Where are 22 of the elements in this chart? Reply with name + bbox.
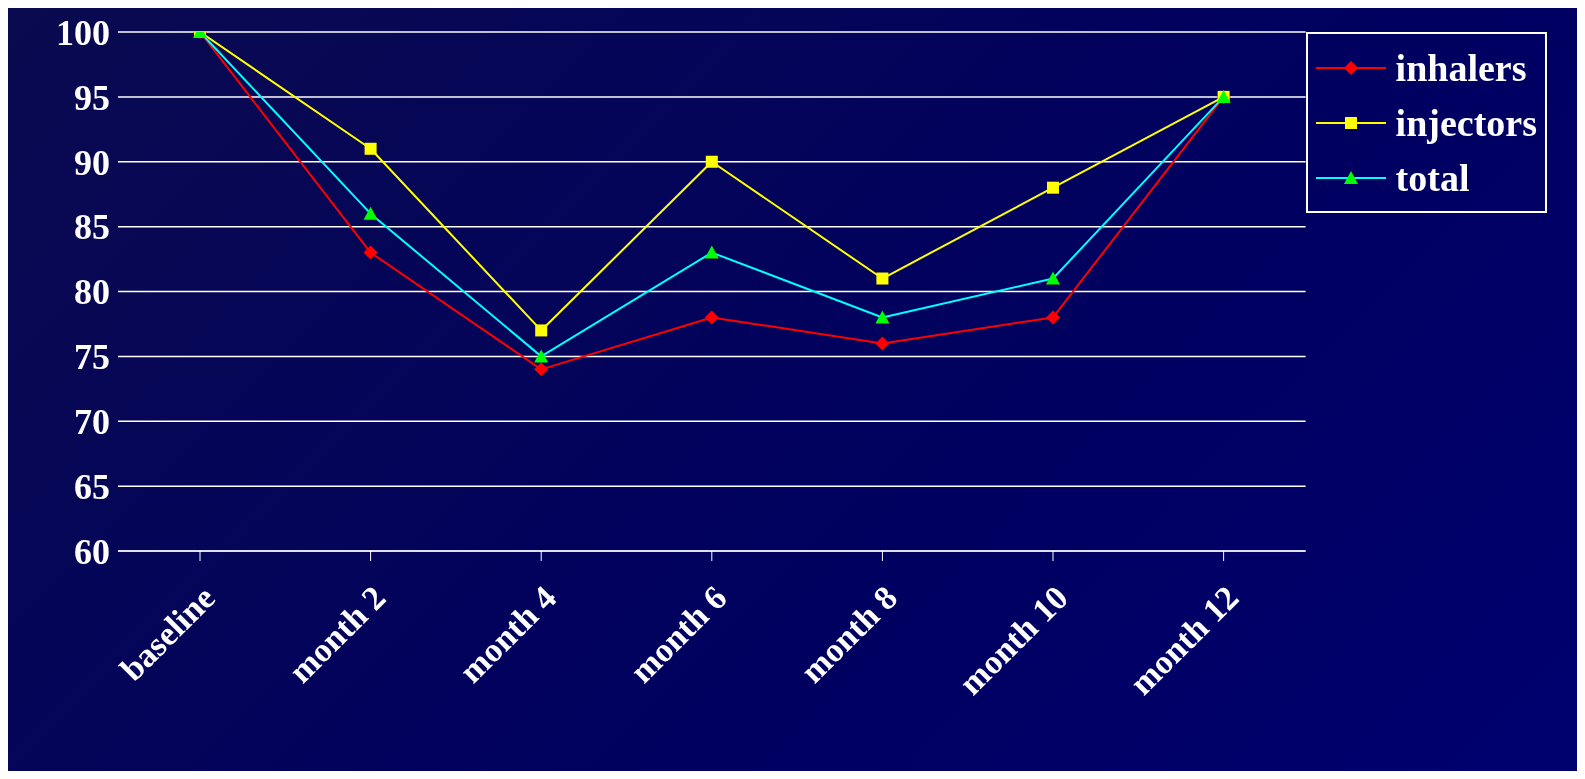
point xyxy=(705,155,718,168)
y-tick-label: 60 xyxy=(74,531,110,572)
y-tick-label: 80 xyxy=(74,272,110,313)
legend-label: inhalers xyxy=(1395,45,1527,90)
point xyxy=(534,362,549,377)
y-tick-label: 65 xyxy=(74,466,110,507)
y-tick-label: 75 xyxy=(74,337,110,378)
point xyxy=(875,336,890,351)
y-tick-label: 90 xyxy=(74,142,110,183)
legend-label: total xyxy=(1395,155,1470,200)
legend-label: injectors xyxy=(1395,100,1537,145)
point xyxy=(1047,181,1060,194)
point xyxy=(363,245,378,260)
point xyxy=(704,310,719,325)
point xyxy=(364,142,377,155)
point xyxy=(876,272,889,285)
point xyxy=(535,324,548,337)
y-tick-label: 85 xyxy=(74,207,110,248)
y-tick-label: 95 xyxy=(74,77,110,118)
point xyxy=(1046,310,1061,325)
y-tick-label: 70 xyxy=(74,402,110,443)
y-tick-label: 100 xyxy=(56,12,110,53)
